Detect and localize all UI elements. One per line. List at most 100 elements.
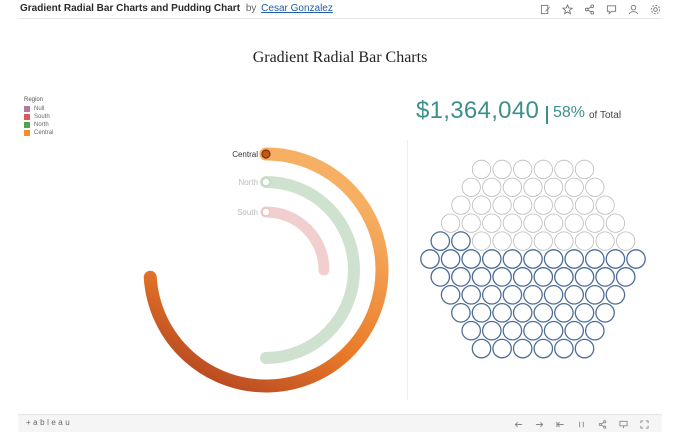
- pudding-unit-filled[interactable]: [543, 320, 564, 341]
- pudding-unit-filled[interactable]: [554, 338, 574, 359]
- pudding-unit-filled[interactable]: [574, 267, 595, 287]
- pudding-unit-empty[interactable]: [543, 177, 564, 197]
- pudding-unit-filled[interactable]: [626, 249, 646, 269]
- pudding-unit-empty[interactable]: [471, 231, 492, 251]
- pudding-unit-filled[interactable]: [564, 320, 585, 341]
- pudding-unit-empty[interactable]: [492, 159, 512, 179]
- radial-marker-north[interactable]: [261, 177, 271, 187]
- pudding-unit-empty[interactable]: [554, 159, 574, 179]
- pudding-unit-empty[interactable]: [554, 231, 574, 251]
- pudding-unit-empty[interactable]: [595, 195, 615, 215]
- pudding-unit-filled[interactable]: [595, 302, 615, 323]
- share-icon[interactable]: [596, 418, 608, 430]
- radial-bar-south[interactable]: [260, 206, 330, 276]
- pudding-unit-empty[interactable]: [440, 213, 461, 233]
- pudding-unit-empty[interactable]: [492, 231, 512, 251]
- pudding-unit-filled[interactable]: [471, 267, 492, 287]
- pudding-unit-filled[interactable]: [574, 338, 595, 359]
- pudding-unit-empty[interactable]: [574, 195, 595, 215]
- radial-marker-south[interactable]: [261, 207, 271, 217]
- legend-item-south[interactable]: South: [24, 114, 53, 120]
- pudding-unit-filled[interactable]: [430, 231, 451, 251]
- pudding-unit-empty[interactable]: [574, 159, 595, 179]
- pudding-unit-filled[interactable]: [615, 267, 636, 287]
- pudding-unit-empty[interactable]: [564, 177, 584, 197]
- pudding-unit-filled[interactable]: [420, 249, 440, 269]
- pudding-unit-empty[interactable]: [574, 231, 595, 251]
- pudding-unit-filled[interactable]: [554, 302, 574, 323]
- pudding-unit-filled[interactable]: [492, 267, 512, 287]
- pudding-unit-filled[interactable]: [481, 284, 502, 305]
- pudding-unit-empty[interactable]: [595, 231, 615, 251]
- pudding-unit-filled[interactable]: [492, 302, 512, 323]
- subscribe-icon[interactable]: [626, 2, 640, 16]
- pudding-unit-filled[interactable]: [481, 320, 502, 341]
- pudding-unit-empty[interactable]: [482, 177, 502, 197]
- pudding-unit-empty[interactable]: [492, 195, 512, 215]
- pudding-unit-empty[interactable]: [523, 213, 543, 233]
- pudding-unit-filled[interactable]: [574, 302, 595, 323]
- pudding-unit-empty[interactable]: [585, 177, 605, 197]
- tableau-logo[interactable]: +ableau: [26, 418, 73, 427]
- legend-item-north[interactable]: North: [24, 122, 53, 128]
- pudding-unit-filled[interactable]: [461, 320, 482, 341]
- pudding-unit-filled[interactable]: [461, 249, 482, 269]
- pudding-unit-filled[interactable]: [440, 249, 461, 269]
- share-icon[interactable]: [582, 2, 596, 16]
- pudding-unit-empty[interactable]: [513, 231, 533, 251]
- pudding-unit-empty[interactable]: [554, 195, 574, 215]
- pudding-unit-filled[interactable]: [471, 302, 492, 323]
- pudding-unit-empty[interactable]: [451, 195, 471, 215]
- pudding-unit-empty[interactable]: [502, 177, 523, 197]
- radial-bar-north[interactable]: [260, 176, 360, 364]
- pudding-unit-filled[interactable]: [451, 302, 471, 323]
- pudding-unit-empty[interactable]: [523, 177, 543, 197]
- pudding-unit-empty[interactable]: [513, 195, 533, 215]
- pudding-unit-empty[interactable]: [471, 159, 492, 179]
- fullscreen-icon[interactable]: [638, 418, 650, 430]
- pudding-unit-filled[interactable]: [451, 231, 471, 251]
- star-icon[interactable]: [560, 2, 574, 16]
- pudding-unit-filled[interactable]: [533, 338, 554, 359]
- author-link[interactable]: Cesar Gonzalez: [261, 3, 333, 14]
- pudding-unit-filled[interactable]: [584, 249, 605, 269]
- pudding-unit-filled[interactable]: [430, 267, 451, 287]
- undo-icon[interactable]: [512, 418, 524, 430]
- pudding-unit-empty[interactable]: [461, 213, 481, 233]
- pudding-unit-empty[interactable]: [564, 213, 584, 233]
- pudding-unit-empty[interactable]: [461, 177, 481, 197]
- pudding-unit-filled[interactable]: [523, 249, 543, 269]
- pudding-unit-filled[interactable]: [440, 284, 461, 305]
- radial-marker-central[interactable]: [261, 149, 271, 159]
- pudding-unit-empty[interactable]: [533, 195, 553, 215]
- pudding-unit-empty[interactable]: [471, 195, 492, 215]
- pudding-unit-filled[interactable]: [595, 267, 615, 287]
- pudding-unit-filled[interactable]: [471, 338, 492, 359]
- pudding-unit-filled[interactable]: [502, 249, 523, 269]
- pudding-unit-empty[interactable]: [533, 159, 553, 179]
- pudding-unit-filled[interactable]: [481, 249, 502, 269]
- pudding-unit-filled[interactable]: [451, 267, 471, 287]
- pudding-unit-filled[interactable]: [543, 284, 564, 305]
- pudding-unit-filled[interactable]: [564, 249, 585, 269]
- pudding-unit-empty[interactable]: [585, 213, 605, 233]
- settings-icon[interactable]: [648, 2, 662, 16]
- pudding-unit-empty[interactable]: [513, 159, 533, 179]
- revert-icon[interactable]: [554, 418, 566, 430]
- pudding-unit-filled[interactable]: [502, 284, 523, 305]
- pause-icon[interactable]: [575, 418, 587, 430]
- legend-item-null[interactable]: Null: [24, 106, 53, 112]
- redo-icon[interactable]: [533, 418, 545, 430]
- pudding-unit-filled[interactable]: [584, 284, 605, 305]
- pudding-unit-empty[interactable]: [605, 213, 626, 233]
- pudding-unit-filled[interactable]: [512, 302, 533, 323]
- pudding-unit-filled[interactable]: [502, 320, 523, 341]
- pudding-unit-filled[interactable]: [512, 267, 533, 287]
- pudding-unit-empty[interactable]: [502, 213, 523, 233]
- pudding-unit-filled[interactable]: [512, 338, 533, 359]
- pudding-unit-filled[interactable]: [492, 338, 512, 359]
- pudding-unit-filled[interactable]: [533, 267, 554, 287]
- pudding-unit-filled[interactable]: [523, 284, 543, 305]
- pudding-unit-filled[interactable]: [605, 284, 626, 305]
- edit-icon[interactable]: [538, 2, 552, 16]
